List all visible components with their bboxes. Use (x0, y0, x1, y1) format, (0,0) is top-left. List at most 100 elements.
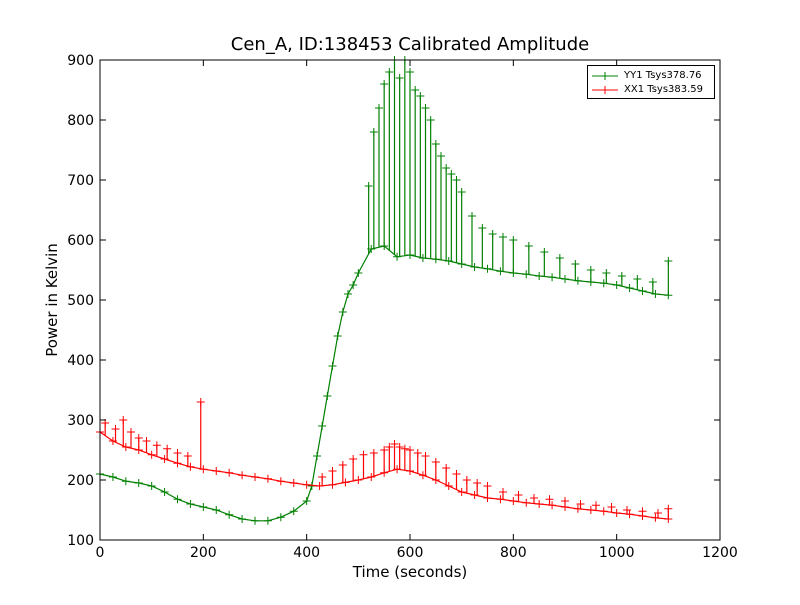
data-point (121, 443, 130, 451)
spike-point (442, 464, 451, 472)
legend: YY1 Tsys378.76 XX1 Tsys383.59 (587, 65, 715, 99)
x-tick-label: 800 (500, 545, 527, 561)
data-point (212, 467, 221, 475)
spike-point (555, 254, 564, 262)
spike-point (457, 188, 466, 196)
data-point (251, 516, 259, 525)
data-point (344, 290, 352, 298)
spike-point (499, 488, 507, 496)
spike-point (431, 140, 440, 148)
spike-point (592, 501, 600, 510)
spike-point (431, 458, 440, 466)
spike-point (540, 248, 549, 256)
y-axis-label: Power in Kelvin (43, 243, 61, 357)
spike-point (442, 164, 451, 172)
data-point (108, 473, 117, 481)
data-point (393, 252, 402, 261)
data-point (186, 500, 195, 508)
y-tick-label: 400 (67, 353, 94, 369)
data-point (302, 480, 311, 489)
x-tick-label: 400 (293, 545, 320, 561)
data-point (625, 510, 634, 519)
chart-title: Cen_A, ID:138453 Calibrated Amplitude (230, 34, 590, 55)
data-point (147, 450, 156, 459)
data-point (328, 362, 337, 370)
spike-point (426, 116, 435, 124)
data-point (318, 422, 327, 430)
spike-point (406, 446, 414, 454)
data-point (638, 287, 647, 295)
spike-point (648, 278, 657, 286)
spike-point (488, 230, 497, 238)
spike-point (576, 500, 585, 508)
data-point (483, 264, 492, 273)
data-point (651, 290, 660, 298)
series-layer (96, 56, 673, 525)
spike-point (654, 509, 662, 517)
data-point (238, 515, 247, 523)
series-xx1 (96, 398, 673, 523)
spike-point (395, 443, 404, 451)
spike-point (338, 461, 347, 469)
spike-point (369, 449, 378, 457)
spike-point (545, 495, 554, 504)
data-point (625, 284, 634, 292)
data-point (333, 332, 342, 340)
legend-swatch-xx1 (592, 86, 618, 94)
x-axis-label: Time (seconds) (352, 563, 468, 581)
spike-point (664, 257, 673, 265)
spike-point (111, 425, 120, 433)
data-point (561, 275, 569, 283)
spike-point (509, 236, 518, 244)
spike-point (380, 80, 389, 88)
y-tick-label: 100 (67, 533, 94, 549)
data-point (535, 500, 544, 508)
data-point (470, 263, 479, 271)
data-point (251, 473, 259, 481)
data-point (225, 468, 234, 477)
spike-point (478, 224, 487, 232)
spike-point (380, 446, 389, 454)
data-point (186, 462, 195, 471)
data-point (599, 507, 608, 516)
spike-point (437, 152, 445, 160)
data-point (276, 513, 285, 522)
data-point (212, 506, 221, 514)
spike-point (119, 416, 128, 424)
spike-point (524, 242, 533, 250)
spike-point (152, 441, 161, 450)
data-point (238, 471, 247, 480)
spike-point (390, 440, 399, 448)
data-point (338, 308, 347, 316)
spike-point (473, 479, 482, 487)
spike-point (369, 128, 378, 136)
data-point (612, 281, 621, 289)
data-point (134, 479, 143, 487)
spike-point (134, 434, 143, 442)
data-point (147, 482, 156, 490)
spike-point (349, 455, 358, 463)
x-tick-label: 600 (397, 545, 424, 561)
data-point (367, 473, 376, 481)
data-point (289, 507, 298, 516)
spike-point (530, 494, 538, 502)
x-axis-ticks: 0 200 400 600 800 1000 1200 (96, 60, 738, 561)
data-point (225, 510, 234, 519)
data-point (323, 392, 332, 400)
spike-point (364, 182, 373, 190)
spike-point (452, 470, 461, 478)
legend-swatch-yy1 (592, 72, 618, 80)
data-point (586, 506, 595, 514)
spike-point (411, 86, 420, 94)
spike-point (183, 452, 192, 460)
spike-point (607, 503, 616, 511)
y-tick-label: 300 (67, 413, 94, 429)
data-point (199, 465, 208, 474)
spike-point (664, 504, 673, 513)
spike-point (385, 443, 394, 451)
x-tick-label: 200 (190, 545, 217, 561)
spike-point (142, 437, 151, 445)
y-tick-label: 500 (67, 293, 94, 309)
spike-point (462, 476, 471, 484)
